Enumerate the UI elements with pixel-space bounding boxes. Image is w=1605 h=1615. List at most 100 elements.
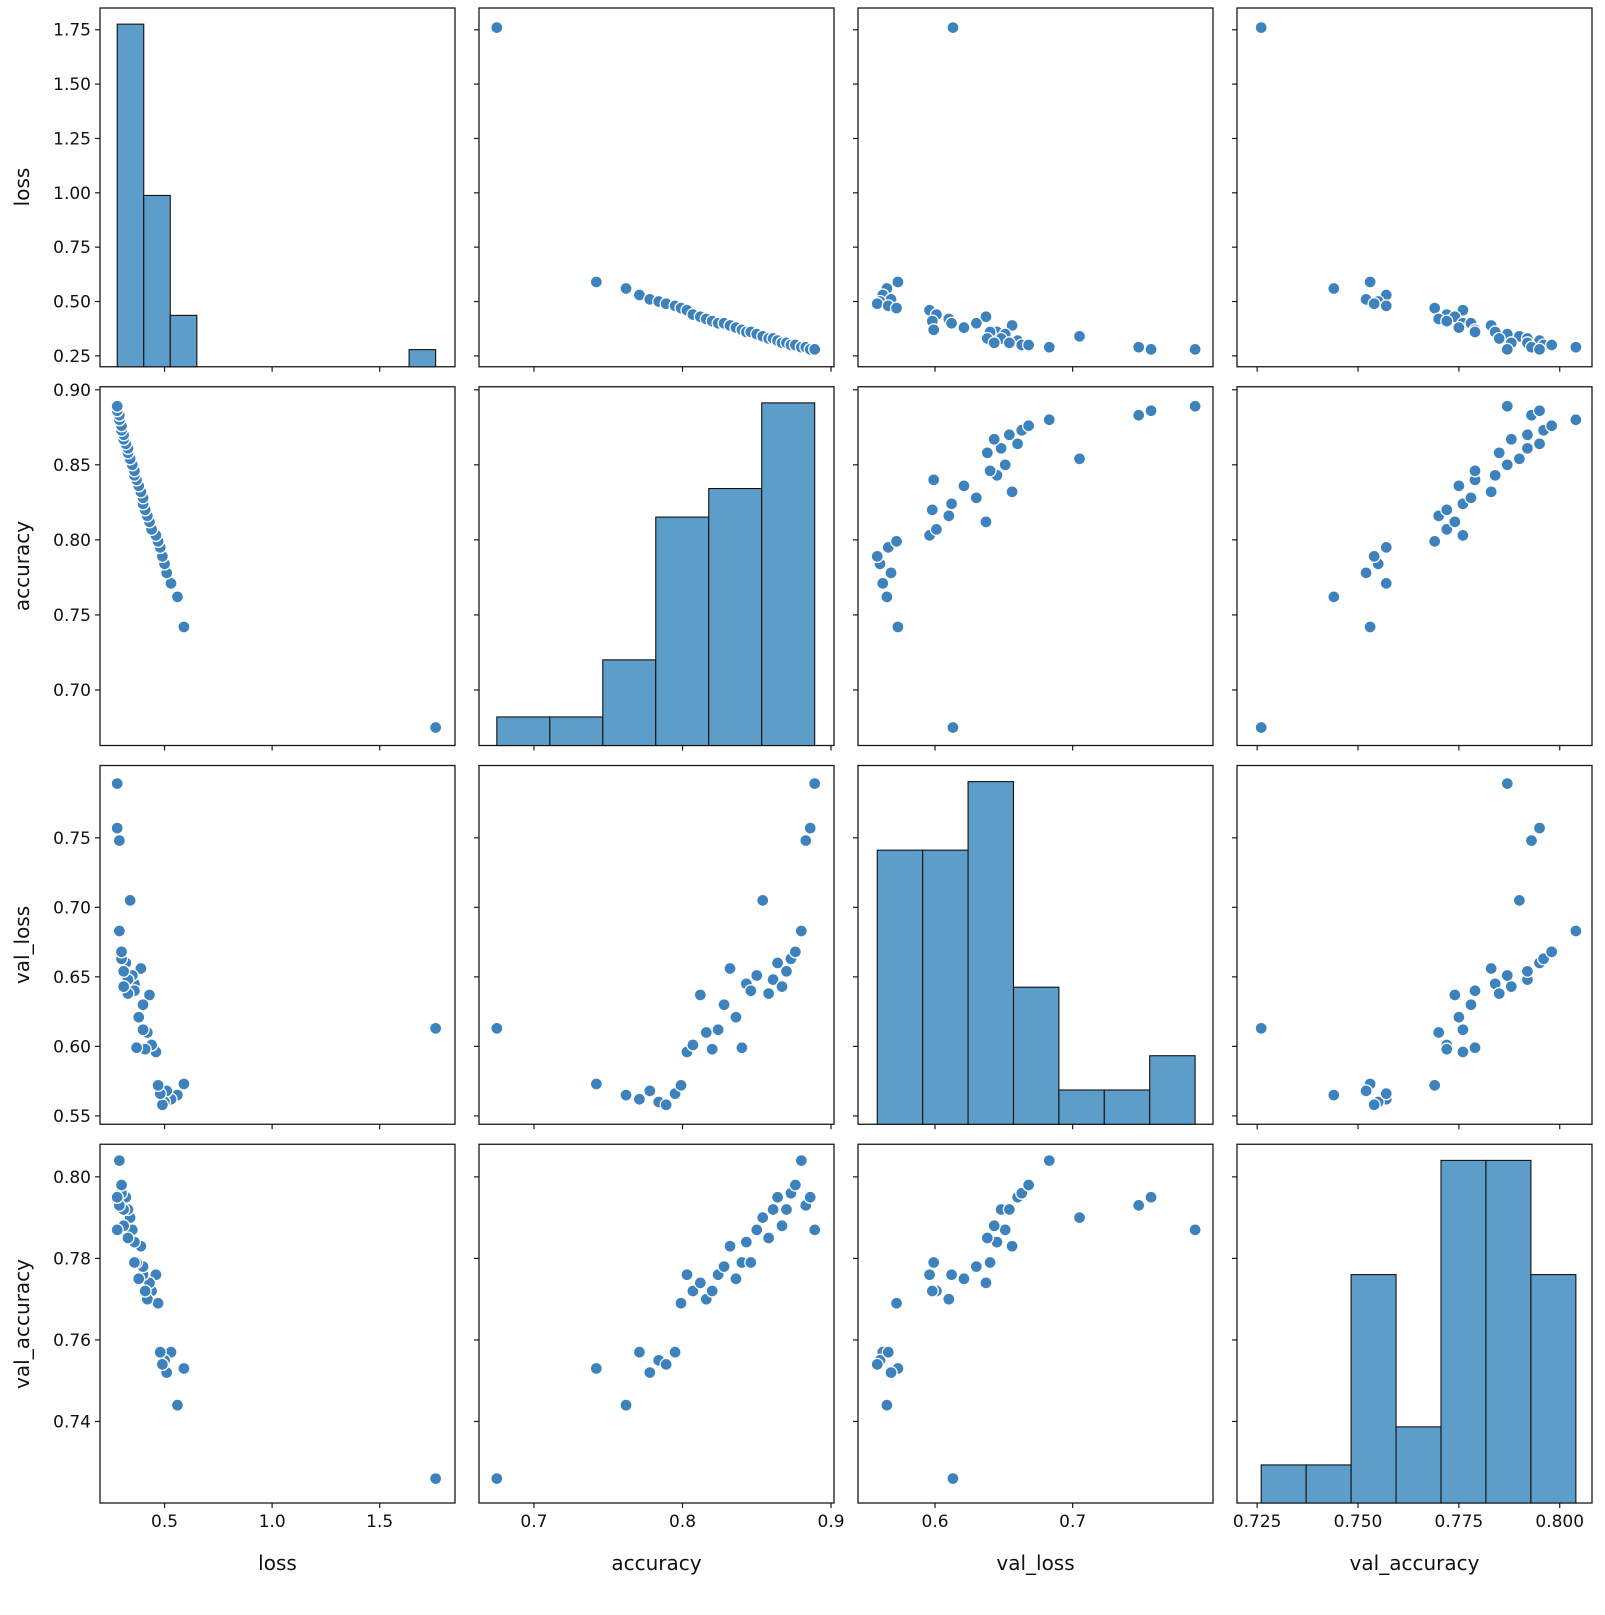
scatter-point: [142, 988, 157, 1002]
scatter-point: [766, 972, 780, 987]
scatter-point: [132, 1010, 146, 1024]
scatter-point: [983, 464, 997, 478]
y-tick-label: 0.75: [53, 829, 91, 849]
scatter-point: [1132, 340, 1146, 354]
scatter-point: [756, 893, 770, 908]
scatter-point: [1005, 1239, 1019, 1253]
scatter-point: [891, 275, 905, 289]
scatter-point: [929, 522, 944, 536]
scatter-point: [659, 1098, 673, 1112]
scatter-point: [942, 509, 956, 523]
panel-frame: [99, 764, 456, 1125]
scatter-point: [121, 1231, 135, 1245]
x-tick-label: 1.0: [259, 1512, 286, 1532]
y-tick-label: 0.55: [53, 1107, 91, 1127]
scatter-point: [674, 1078, 688, 1092]
scatter-point: [761, 1231, 776, 1245]
scatter-point: [957, 320, 971, 335]
scatter-point: [619, 281, 633, 296]
scatter-point: [925, 1284, 939, 1298]
scatter-point: [112, 1153, 127, 1168]
scatter-point: [1532, 342, 1547, 357]
x-tick-label: 0.750: [1334, 1512, 1383, 1532]
hist-bar-loss: [169, 314, 198, 368]
scatter-point: [946, 720, 960, 735]
panel-frame: [1236, 7, 1593, 368]
scatter-point: [1464, 491, 1478, 505]
x-tick-label: 0.7: [520, 1512, 547, 1532]
panel-val_loss-accuracy: [474, 764, 835, 1130]
scatter-point: [779, 964, 794, 978]
y-tick-label: 1.50: [53, 75, 91, 95]
scatter-point: [619, 1398, 633, 1412]
scatter-point: [723, 1239, 737, 1253]
scatter-point: [177, 620, 191, 634]
scatter-point: [1504, 432, 1518, 446]
hist-bar-loss: [143, 194, 171, 368]
hist-bar-val_accuracy: [1440, 1159, 1487, 1504]
hist-bar-accuracy: [655, 516, 710, 747]
scatter-point: [987, 1219, 1001, 1233]
scatter-point: [1327, 281, 1341, 296]
scatter-point: [151, 1078, 165, 1092]
scatter-point: [739, 1235, 754, 1249]
scatter-point: [794, 924, 808, 938]
scatter-point: [490, 1021, 504, 1035]
scatter-point: [889, 301, 904, 315]
panel-val_accuracy-val_accuracy: 0.725 0.750 0.775 0.800: [1232, 1143, 1593, 1532]
scatter-point: [957, 479, 971, 493]
scatter-point: [889, 534, 904, 549]
scatter-point: [891, 620, 905, 634]
panel-val_accuracy-val_loss: 0.6 0.7: [853, 1143, 1214, 1532]
scatter-point: [1500, 342, 1514, 357]
scatter-point: [1440, 1042, 1454, 1056]
scatter-point: [1021, 419, 1036, 433]
scatter-point: [686, 1038, 700, 1052]
scatter-point: [998, 1223, 1012, 1237]
hist-bar-val_accuracy: [1305, 1464, 1352, 1504]
scatter-point: [1520, 964, 1535, 978]
scatter-point: [799, 833, 813, 848]
scatter-point: [957, 1272, 971, 1286]
scatter-point: [987, 336, 1001, 350]
y-tick-label: 0.25: [53, 347, 91, 367]
scatter-point: [693, 1276, 707, 1290]
y-axis-label-val_loss: val_loss: [10, 905, 34, 985]
y-axis-label-loss: loss: [10, 168, 34, 207]
panel-loss-loss: 0.25 0.50 0.75 1.00 1.25 1.50 1.75: [53, 7, 456, 372]
y-tick-label: 0.80: [53, 1168, 91, 1188]
panel-val_accuracy-loss: 0.5 1.0 1.5 0.74 0.76 0.78 0.80: [53, 1143, 456, 1532]
hist-bar-accuracy: [602, 659, 657, 747]
scatter-point: [794, 1153, 808, 1168]
scatter-point: [136, 998, 150, 1012]
scatter-point: [110, 821, 124, 835]
scatter-point: [428, 720, 443, 735]
scatter-point: [770, 1190, 785, 1204]
scatter-point: [803, 821, 817, 835]
scatter-point: [998, 458, 1012, 472]
scatter-point: [1569, 340, 1583, 354]
scatter-point: [927, 1255, 941, 1270]
scatter-point: [659, 1357, 673, 1372]
scatter-point: [922, 1268, 937, 1282]
scatter-point: [880, 1398, 894, 1412]
scatter-point: [1569, 924, 1583, 938]
x-axis-label-val_accuracy: val_accuracy: [1349, 1551, 1480, 1575]
hist-bar-loss: [116, 23, 145, 368]
scatter-point: [1359, 566, 1373, 580]
y-tick-label: 0.74: [53, 1412, 91, 1432]
scatter-point: [1492, 986, 1506, 1001]
scatter-point: [889, 1296, 904, 1310]
scatter-point: [1021, 338, 1036, 352]
scatter-point: [117, 964, 131, 978]
scatter-point: [123, 893, 137, 908]
scatter-point: [428, 1471, 443, 1486]
y-tick-label: 0.85: [53, 456, 91, 476]
scatter-point: [1002, 336, 1017, 350]
scatter-point: [1468, 464, 1482, 478]
scatter-point: [1456, 1023, 1470, 1037]
scatter-point: [1428, 534, 1442, 549]
scatter-point: [643, 1084, 657, 1098]
scatter-point: [1448, 515, 1462, 529]
